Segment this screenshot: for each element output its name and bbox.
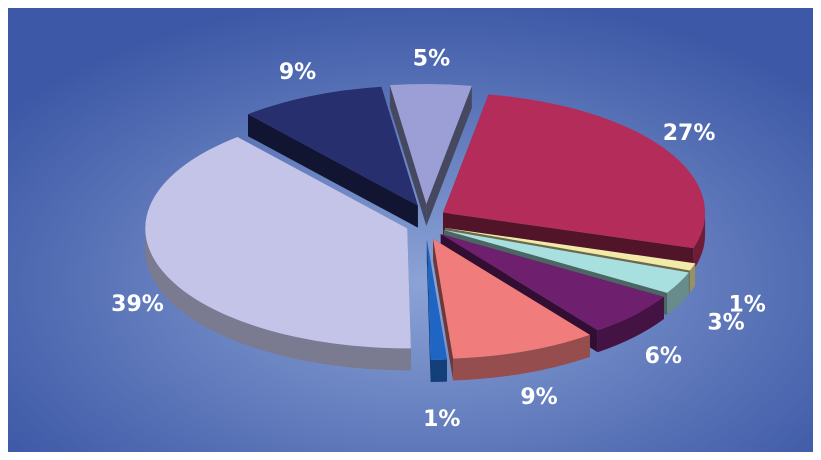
- pie-chart: 5% 27% 1% 3% 6% 9% 1% 39% 9%: [8, 8, 813, 452]
- slice-top: [433, 238, 590, 359]
- slice-top: [444, 227, 696, 271]
- slice-top: [389, 84, 472, 205]
- pie-slice-6: [426, 239, 448, 382]
- slice-side-wall: [389, 85, 427, 227]
- slice-side-wall: [433, 238, 454, 381]
- slice-label-6: 1%: [423, 407, 460, 432]
- slice-top: [443, 229, 689, 293]
- slice-top: [426, 239, 448, 360]
- slice-label-0: 5%: [413, 47, 450, 72]
- slice-label-7: 39%: [111, 292, 164, 317]
- pie-slice-8: [247, 86, 418, 228]
- slice-rim: [667, 272, 689, 315]
- slice-top: [440, 234, 664, 331]
- slice-rim: [145, 228, 411, 371]
- pie-slice-0: [389, 84, 472, 227]
- slice-rim: [453, 334, 590, 381]
- slice-rim: [430, 359, 448, 382]
- pie-slice-5: [433, 238, 590, 381]
- slice-label-1: 27%: [663, 121, 716, 146]
- slice-rim: [689, 263, 696, 293]
- pie-chart-svg: 5%27%1%3%6%9%1%39%9%: [8, 8, 813, 452]
- slice-label-5: 9%: [520, 385, 557, 410]
- slices-layer: [145, 84, 706, 382]
- slice-top: [247, 86, 418, 206]
- labels-layer: 5%27%1%3%6%9%1%39%9%: [111, 47, 766, 432]
- slice-label-3: 3%: [707, 311, 744, 336]
- slice-rim: [597, 297, 664, 353]
- slice-side-wall: [426, 239, 431, 382]
- slice-top: [443, 94, 706, 249]
- slice-side-wall: [426, 85, 472, 227]
- slice-rim: [693, 212, 706, 271]
- pie-slice-7: [145, 136, 411, 371]
- slice-top: [145, 136, 411, 349]
- slice-label-2: 1%: [728, 293, 765, 318]
- slice-label-4: 6%: [645, 344, 682, 369]
- slice-side-wall: [247, 114, 418, 228]
- slice-label-8: 9%: [279, 60, 316, 85]
